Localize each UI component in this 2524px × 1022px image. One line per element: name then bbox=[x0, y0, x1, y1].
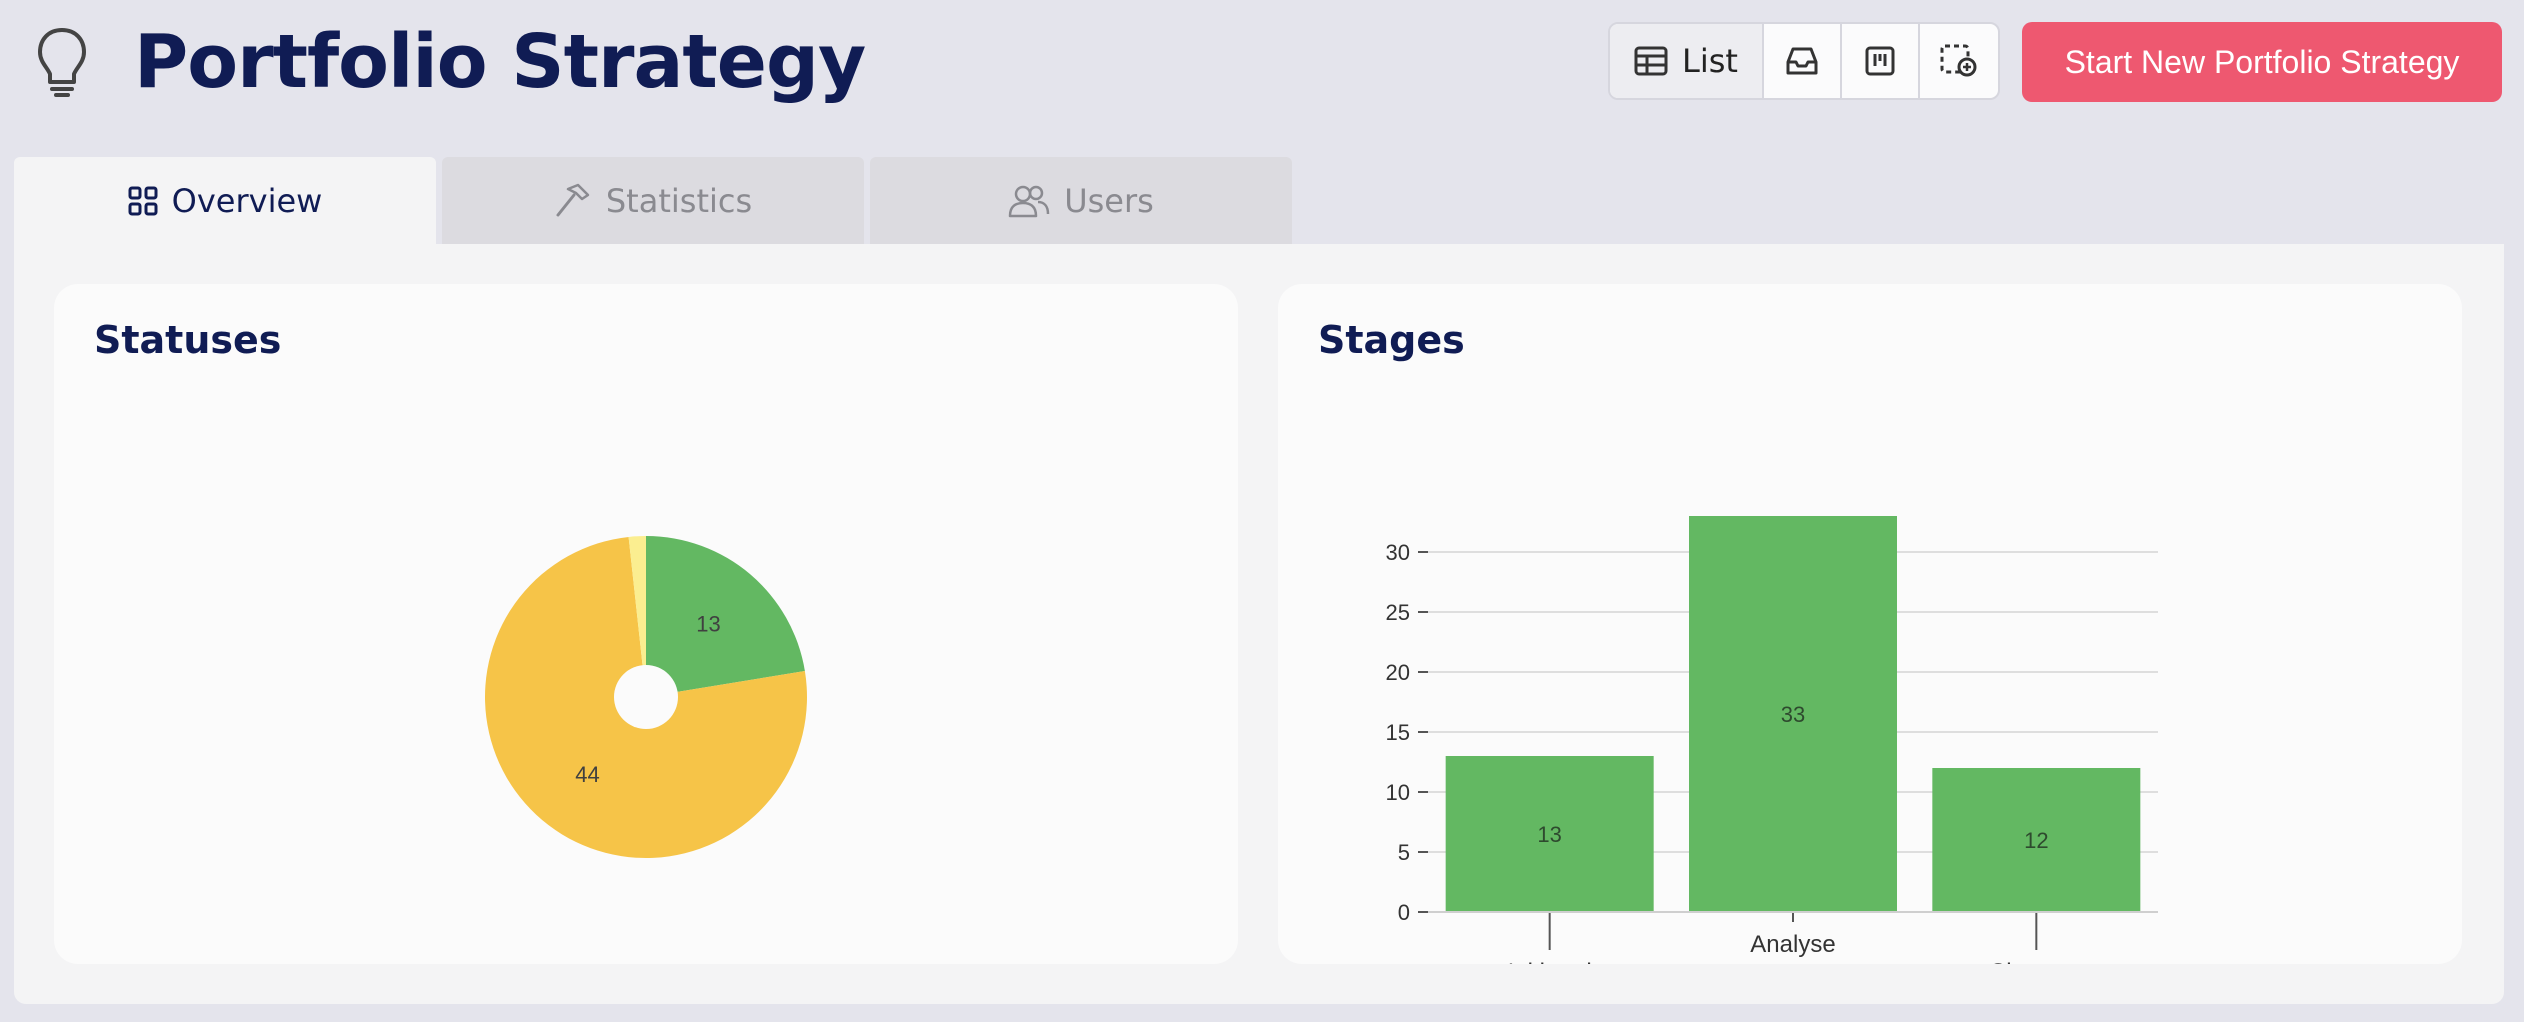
y-tick-label: 5 bbox=[1398, 840, 1410, 865]
lightbulb-icon bbox=[38, 28, 86, 97]
stages-bar-chart: 0 5 10 15 20 25 30 13 Initiated 33 Analyse 12 Closeo… bbox=[1386, 516, 2158, 964]
users-icon bbox=[1008, 185, 1050, 217]
inbox-icon bbox=[1786, 47, 1818, 75]
tab-bar: Overview Statistics Users bbox=[14, 157, 1298, 244]
pie-slice[interactable] bbox=[628, 536, 646, 697]
list-view-label: List bbox=[1682, 42, 1738, 80]
tab-statistics-label: Statistics bbox=[605, 181, 753, 220]
tab-overview[interactable]: Overview bbox=[14, 157, 436, 244]
x-tick-label: Analyse bbox=[1750, 931, 1835, 958]
y-tick-label: 30 bbox=[1386, 540, 1410, 565]
y-tick-label: 15 bbox=[1386, 720, 1410, 745]
page-title: Portfolio Strategy bbox=[134, 19, 866, 105]
pie-slice[interactable] bbox=[646, 536, 805, 697]
stages-title: Stages bbox=[1318, 318, 1465, 362]
x-tick-label: Closeout bbox=[1989, 959, 2084, 964]
kanban-icon bbox=[1865, 46, 1895, 76]
add-frame-view-button[interactable] bbox=[1920, 24, 1998, 98]
kanban-view-button[interactable] bbox=[1842, 24, 1920, 98]
stage-bar[interactable] bbox=[1689, 516, 1897, 912]
bar-value-label: 33 bbox=[1781, 702, 1805, 727]
pie-center-hole bbox=[614, 665, 678, 729]
statuses-card: Statuses 13 44 bbox=[54, 284, 1238, 964]
statuses-pie-chart: 13 44 bbox=[485, 536, 807, 858]
stages-card: Stages 0 5 10 15 20 25 30 13 Initiated 33 Analyse 1… bbox=[1278, 284, 2462, 964]
y-tick-label: 20 bbox=[1386, 660, 1410, 685]
tab-users[interactable]: Users bbox=[870, 157, 1292, 244]
stage-bar[interactable] bbox=[1932, 768, 2141, 912]
pie-slice-label: 44 bbox=[575, 762, 599, 787]
overview-panel: Statuses 13 44 Stages 0 5 10 15 20 25 30 13 Initi… bbox=[14, 244, 2504, 1004]
y-tick-label: 0 bbox=[1398, 900, 1410, 925]
grid-icon bbox=[128, 186, 158, 215]
tab-overview-label: Overview bbox=[171, 181, 323, 220]
tab-users-label: Users bbox=[1064, 181, 1154, 220]
view-switcher: List bbox=[1608, 22, 2000, 100]
start-new-strategy-button[interactable]: Start New Portfolio Strategy bbox=[2022, 22, 2502, 102]
add-frame-icon bbox=[1940, 44, 1977, 77]
tab-statistics[interactable]: Statistics bbox=[442, 157, 864, 244]
list-view-button[interactable]: List bbox=[1610, 24, 1764, 98]
hammer-icon bbox=[556, 183, 590, 216]
table-icon bbox=[1634, 46, 1668, 76]
x-tick-label: Initiated bbox=[1508, 959, 1592, 964]
y-tick-label: 25 bbox=[1386, 600, 1410, 625]
statuses-title: Statuses bbox=[94, 318, 282, 362]
pie-slice-label: 13 bbox=[696, 611, 720, 636]
inbox-view-button[interactable] bbox=[1764, 24, 1842, 98]
y-tick-label: 10 bbox=[1386, 780, 1410, 805]
stage-bar[interactable] bbox=[1445, 756, 1654, 912]
bar-value-label: 13 bbox=[1537, 822, 1561, 847]
bar-value-label: 12 bbox=[2024, 828, 2048, 853]
